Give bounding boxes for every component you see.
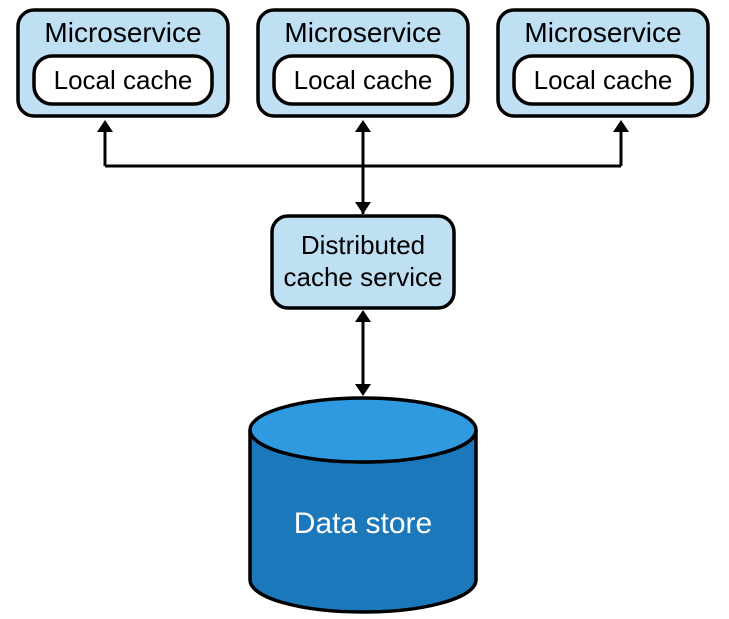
local-cache-label: Local cache bbox=[534, 65, 673, 95]
arrowhead bbox=[355, 202, 371, 214]
microservice-label: Microservice bbox=[44, 17, 201, 48]
microservice-label: Microservice bbox=[284, 17, 441, 48]
arrowhead bbox=[355, 384, 371, 396]
distributed-label-line1: Distributed bbox=[301, 230, 425, 260]
arrowhead bbox=[355, 120, 371, 132]
distributed-label-line2: cache service bbox=[284, 262, 443, 292]
microservice-label: Microservice bbox=[524, 17, 681, 48]
local-cache-label: Local cache bbox=[54, 65, 193, 95]
arrowhead bbox=[97, 120, 113, 132]
datastore-cylinder-top bbox=[250, 398, 476, 462]
local-cache-label: Local cache bbox=[294, 65, 433, 95]
arrowhead bbox=[613, 120, 629, 132]
datastore-label: Data store bbox=[294, 507, 432, 540]
architecture-diagram: Microservice Microservice Microservice Loca… bbox=[0, 0, 729, 619]
arrowhead bbox=[355, 310, 371, 322]
